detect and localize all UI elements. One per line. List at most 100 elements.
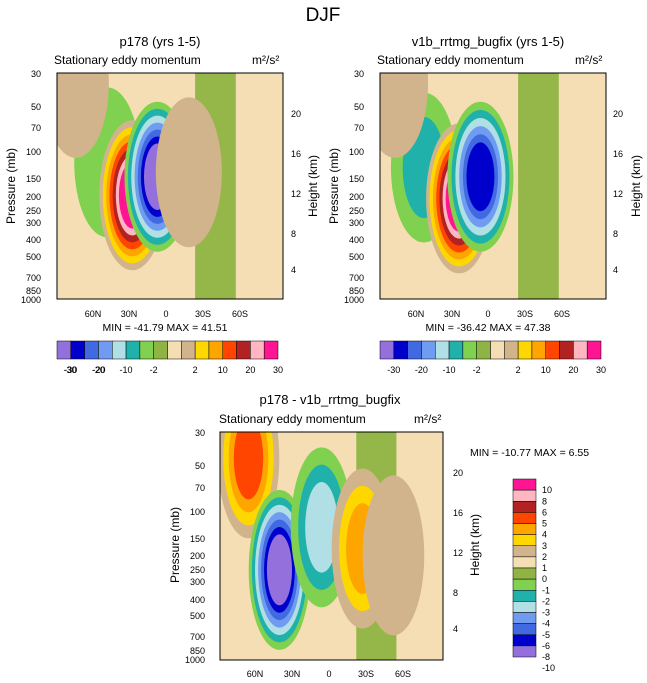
- colorbar-label: 3: [542, 541, 547, 551]
- colorbar-label: -30: [63, 365, 76, 375]
- colorbar-swatch: [512, 489, 537, 502]
- y-tick-label: 500: [190, 611, 205, 621]
- colorbar-swatch: [462, 340, 477, 360]
- x-tick-label: 60S: [232, 309, 248, 319]
- colorbar-label: -2: [542, 596, 550, 606]
- panel-1-units: m²/s²: [252, 53, 279, 67]
- contour-field: [220, 432, 443, 660]
- y-tick-label: 150: [26, 174, 41, 184]
- colorbar-label: 8: [542, 496, 547, 506]
- colorbar-label: -5: [542, 630, 550, 640]
- colorbar-swatch: [586, 340, 602, 360]
- colorbar-label: -6: [542, 641, 550, 651]
- panel-1-y2-label: Height (km): [306, 155, 320, 217]
- panel-1-y-ticks: 30 50 70 100 150 200 250 300 400 500 700…: [21, 69, 41, 305]
- y2-tick-label: 16: [613, 149, 623, 159]
- panel-2-units: m²/s²: [575, 53, 602, 67]
- colorbar-swatch: [194, 340, 210, 360]
- y-tick-label: 30: [195, 428, 205, 438]
- colorbar-swatch: [512, 578, 537, 591]
- colorbar-label: -20: [92, 365, 105, 375]
- panel-2-colorbar: -30 -20 -10 -2 2 10 20 30: [379, 340, 606, 375]
- colorbar-swatch: [559, 340, 574, 360]
- colorbar-swatch: [181, 340, 196, 360]
- contour-level: [233, 432, 264, 500]
- y2-tick-label: 12: [291, 189, 301, 199]
- panel-3-plot: [219, 431, 444, 661]
- y-tick-label: 50: [354, 102, 364, 112]
- panel-2-y2-label: Height (km): [629, 155, 643, 217]
- y-tick-label: 700: [26, 273, 41, 283]
- panel-2: v1b_rrtmg_bugfix (yrs 1-5) Stationary ed…: [327, 34, 643, 375]
- colorbar-label: 10: [218, 365, 228, 375]
- y2-tick-label: 8: [291, 229, 296, 239]
- x-tick-label: 60S: [395, 669, 411, 679]
- colorbar-swatch: [125, 340, 141, 360]
- colorbar-swatch: [56, 340, 72, 360]
- x-tick-label: 30S: [195, 309, 211, 319]
- panel-1-y-label: Pressure (mb): [4, 148, 18, 224]
- y-tick-label: 70: [31, 123, 41, 133]
- y-tick-label: 500: [26, 252, 41, 262]
- contour-level: [57, 73, 109, 158]
- x-tick-label: 30N: [444, 309, 461, 319]
- colorbar-swatch: [70, 340, 85, 360]
- colorbar-swatch: [421, 340, 436, 360]
- y-tick-label: 300: [26, 218, 41, 228]
- colorbar-label: -30: [387, 365, 400, 375]
- contour-level: [305, 482, 338, 573]
- contour-level: [362, 475, 425, 636]
- colorbar-swatch: [153, 340, 168, 360]
- y-tick-label: 200: [26, 192, 41, 202]
- x-tick-label: 30S: [517, 309, 533, 319]
- colorbar-label: -20: [415, 365, 428, 375]
- figure-title: DJF: [306, 5, 341, 26]
- colorbar-label: 0: [542, 574, 547, 584]
- panel-2-stats: MIN = -36.42 MAX = 47.38: [426, 322, 551, 334]
- contour-level: [380, 73, 429, 158]
- y-tick-label: 1000: [344, 295, 364, 305]
- y-tick-label: 200: [190, 551, 205, 561]
- colorbar-swatch: [379, 340, 395, 360]
- panel-2-title: v1b_rrtmg_bugfix (yrs 1-5): [412, 34, 564, 49]
- y-tick-label: 150: [349, 174, 364, 184]
- y2-tick-label: 20: [453, 468, 463, 478]
- colorbar-swatch: [490, 340, 505, 360]
- panel-3-stats: MIN = -10.77 MAX = 6.55: [470, 447, 589, 459]
- y2-tick-label: 20: [291, 109, 301, 119]
- y2-tick-label: 4: [613, 265, 618, 275]
- colorbar-label: -8: [542, 652, 550, 662]
- y-tick-label: 700: [349, 273, 364, 283]
- colorbar-label: -20: [92, 365, 105, 375]
- y-tick-label: 250: [349, 206, 364, 216]
- plot-frame: [56, 72, 284, 300]
- y-tick-label: 200: [349, 192, 364, 202]
- panel-2-x-ticks: 60N 30N 0 30S 60S: [408, 309, 570, 319]
- colorbar-swatch: [512, 590, 537, 602]
- y-tick-label: 400: [349, 235, 364, 245]
- panel-1: p178 (yrs 1-5) Stationary eddy momentum …: [4, 34, 320, 375]
- panel-1-title: p178 (yrs 1-5): [120, 34, 201, 49]
- x-tick-label: 30S: [358, 669, 374, 679]
- colorbar-swatch: [504, 340, 519, 360]
- contour-field: [380, 73, 606, 299]
- y-tick-label: 1000: [185, 655, 205, 665]
- panel-3-units: m²/s²: [414, 412, 441, 426]
- panel-1-x-ticks: 60N 30N 0 30S 60S: [85, 309, 248, 319]
- colorbar-swatch: [250, 340, 265, 360]
- colorbar-swatch: [167, 340, 182, 360]
- panel-3-y2-ticks: 20 16 12 8 4: [453, 468, 463, 634]
- y-tick-label: 30: [31, 69, 41, 79]
- y2-tick-label: 8: [613, 229, 618, 239]
- weak-band: [518, 73, 559, 299]
- x-tick-label: 0: [485, 309, 490, 319]
- colorbar-swatch: [112, 340, 127, 360]
- panel-3-title: p178 - v1b_rrtmg_bugfix: [260, 392, 401, 407]
- y-tick-label: 30: [354, 69, 364, 79]
- panel-2-subtitle: Stationary eddy momentum: [377, 53, 524, 67]
- y2-tick-label: 12: [453, 548, 463, 558]
- colorbar-label: -10: [120, 365, 133, 375]
- colorbar-label: 30: [273, 365, 283, 375]
